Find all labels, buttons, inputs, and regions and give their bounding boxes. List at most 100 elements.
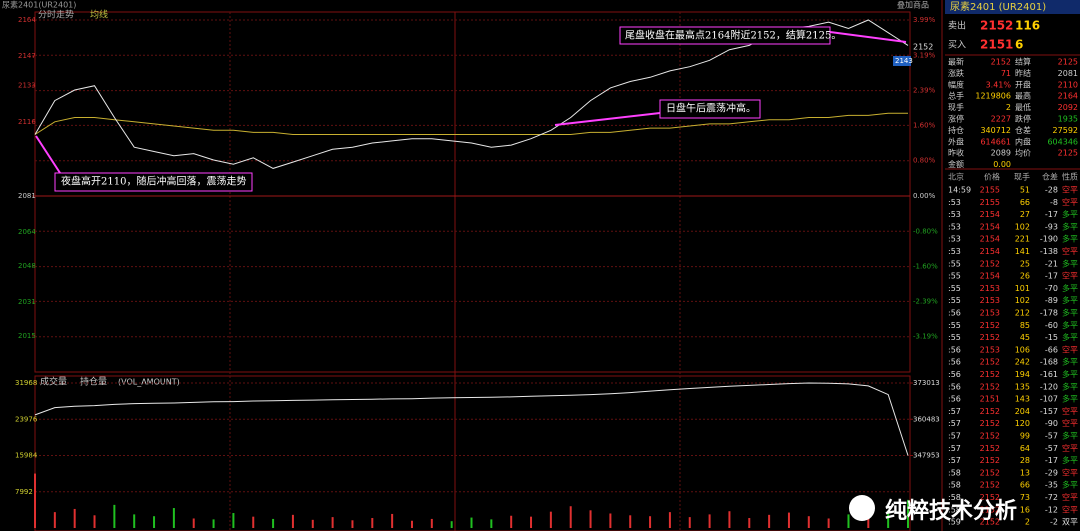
- volume-bar: [649, 516, 652, 528]
- pct-tick-label: 2.39%: [913, 87, 936, 95]
- volume-bar: [728, 511, 731, 528]
- trade-cell: :56: [948, 395, 961, 404]
- trade-cell: 空平: [1062, 504, 1078, 514]
- pct-tick-label: 0.80%: [913, 157, 936, 165]
- quote-label: 幅度: [948, 79, 964, 89]
- bid-price: 2151: [980, 38, 1013, 52]
- trade-cell: -29: [1045, 468, 1058, 477]
- trade-cell: :56: [948, 309, 961, 318]
- trade-cell: 空平: [1062, 246, 1078, 256]
- price-tick-label: 2081: [18, 192, 36, 200]
- trade-cell: 2154: [980, 210, 1000, 219]
- trade-cell: :53: [948, 210, 961, 219]
- volume-bar: [331, 517, 334, 528]
- volume-bar: [153, 516, 156, 528]
- trade-cell: 2153: [980, 309, 1000, 318]
- overlay-button[interactable]: 叠加商品: [897, 0, 929, 10]
- quote-value: 604346: [1047, 137, 1078, 146]
- trade-cell: 空平: [1062, 467, 1078, 477]
- trade-cell: 102: [1015, 296, 1030, 305]
- trade-cell: -70: [1045, 284, 1058, 293]
- quote-value: 0.00: [993, 160, 1011, 169]
- avg-label: 均线: [90, 9, 108, 21]
- trade-cell: -57: [1045, 432, 1058, 441]
- trade-cell: 194: [1015, 370, 1030, 379]
- price-panel: [34, 11, 911, 373]
- trade-cell: 120: [1015, 419, 1030, 428]
- trade-cell: :57: [948, 444, 961, 453]
- trade-cell: 13: [1020, 468, 1030, 477]
- quote-label: 最新: [948, 57, 964, 67]
- volume-bar: [371, 518, 374, 528]
- instrument: 尿素2401(UR2401): [2, 0, 76, 10]
- trade-cell: 102: [1015, 222, 1030, 231]
- trade-cell: -161: [1040, 370, 1058, 379]
- volume-bar: [847, 514, 850, 528]
- trade-cell: 空平: [1062, 271, 1078, 281]
- volume-bar: [748, 518, 751, 528]
- trade-cell: 2152: [980, 382, 1000, 391]
- quote-value: 3.41%: [986, 80, 1012, 89]
- volume-bar: [629, 515, 632, 528]
- trade-cell: -17: [1045, 272, 1058, 281]
- volume-bar: [430, 518, 433, 528]
- trade-cell: 2152: [980, 444, 1000, 453]
- volume-bar: [53, 512, 56, 528]
- quote-value: 2125: [1058, 149, 1078, 158]
- note-box: [659, 99, 761, 119]
- volume-bar: [470, 517, 473, 528]
- quote-label: 仓差: [1015, 125, 1031, 135]
- trade-cell: :53: [948, 235, 961, 244]
- volume-bar: [907, 499, 909, 528]
- volume-bar: [311, 519, 314, 528]
- trade-cell: 2152: [980, 321, 1000, 330]
- volume-bar: [887, 510, 890, 528]
- trade-cell: 多平: [1062, 369, 1078, 379]
- trade-cell: 多平: [1062, 234, 1078, 244]
- volume-bar: [807, 516, 810, 528]
- price-tag-bg: [893, 56, 911, 66]
- trade-cell: 106: [1015, 345, 1030, 354]
- quote-value: 614661: [980, 137, 1011, 146]
- vol-title: 成交量: [40, 376, 67, 388]
- trade-cell: 空平: [1062, 418, 1078, 428]
- trade-cell: -138: [1040, 247, 1058, 256]
- price-tick-label: 2015: [18, 332, 36, 340]
- bid-size: 6: [1015, 38, 1023, 52]
- price-tick-label: 2064: [18, 228, 36, 236]
- trade-cell: -89: [1045, 296, 1058, 305]
- trade-cell: 多平: [1062, 283, 1078, 293]
- trade-cell: 2152: [980, 456, 1000, 465]
- trade-cell: -93: [1045, 222, 1058, 231]
- trade-cell: :56: [948, 358, 961, 367]
- trade-cell: :56: [948, 370, 961, 379]
- note-box: [54, 172, 253, 192]
- oi-line: [34, 382, 909, 456]
- trade-cell: :58: [948, 493, 961, 502]
- volume-bar: [688, 517, 691, 528]
- quote-value: 2092: [1058, 103, 1078, 112]
- note: 尾盘收盘在最高点2164附近2152，结算2125。: [625, 29, 841, 42]
- quote-label: 金额: [948, 159, 964, 169]
- last-price: 2152: [913, 43, 933, 52]
- trade-cell: 多平: [1062, 209, 1078, 219]
- trade-cell: 2152: [980, 518, 1000, 527]
- trade-cell: :57: [948, 432, 961, 441]
- quote-value: 2110: [1058, 80, 1078, 89]
- trade-cell: :58: [948, 505, 961, 514]
- volume-bar: [133, 514, 136, 528]
- trade-cell: 26: [1020, 272, 1030, 281]
- trade-cell: 空平: [1062, 492, 1078, 502]
- volume-bar: [291, 514, 294, 528]
- trade-cell: 2152: [980, 358, 1000, 367]
- volume-bar: [450, 521, 453, 528]
- trade-cell: 73: [1020, 493, 1030, 502]
- trade-cell: 2153: [980, 284, 1000, 293]
- oi-tick-label: 360483: [913, 415, 940, 423]
- trade-cell: 2151: [980, 395, 1000, 404]
- volume-bar: [113, 504, 116, 528]
- trade-cell: -12: [1045, 505, 1058, 514]
- oi-tick-label: 373013: [913, 379, 940, 387]
- pct-tick-label: -0.80%: [913, 227, 938, 235]
